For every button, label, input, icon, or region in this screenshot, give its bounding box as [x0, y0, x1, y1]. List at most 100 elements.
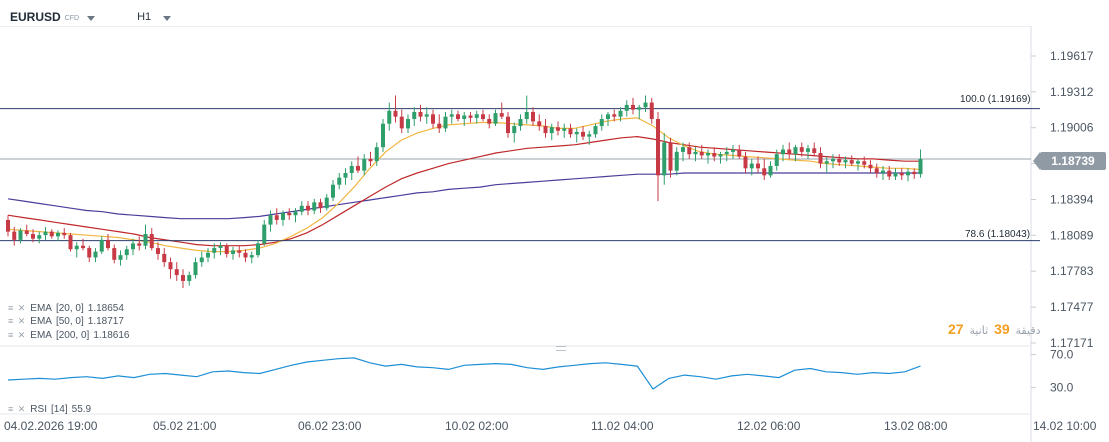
candle-body — [199, 257, 204, 263]
candle-body — [824, 161, 829, 164]
candle-body — [62, 232, 67, 236]
candle-body — [849, 160, 854, 164]
candle-body — [168, 262, 173, 270]
candle-body — [368, 158, 373, 162]
symbol-dropdown-caret-icon[interactable] — [87, 15, 96, 21]
indicator-name: EMA — [30, 330, 52, 341]
candle-body — [812, 148, 817, 154]
candle-body — [331, 184, 335, 198]
candle-body — [581, 131, 585, 137]
candle-body — [56, 232, 60, 237]
candle-body — [12, 231, 17, 240]
candle-body — [668, 142, 673, 171]
legend-ema-200[interactable]: ≡ ✕ EMA [200, 0] 1.18616 — [8, 330, 129, 341]
candle-body — [587, 134, 592, 137]
candle-body — [781, 149, 785, 155]
price-tick-label: 1.17477 — [1050, 300, 1094, 314]
candle-body — [381, 123, 385, 148]
candle-body — [637, 107, 642, 110]
settings-icon[interactable]: ≡ ✕ — [8, 316, 27, 326]
symbol-name[interactable]: EURUSD — [10, 10, 61, 24]
legend-ema-50[interactable]: ≡ ✕ EMA [50, 0] 1.18717 — [8, 316, 124, 327]
candle-body — [687, 147, 692, 155]
time-label: 04.02.2026 19:00 — [4, 419, 98, 433]
candle-body — [324, 197, 329, 209]
candle-body — [706, 153, 710, 156]
candle-body — [868, 164, 873, 169]
candle-body — [187, 275, 192, 281]
indicator-params: [20, 0] — [55, 303, 84, 314]
ema-200-line — [7, 172, 921, 220]
indicator-params: [200, 0] — [55, 330, 90, 341]
candle-body — [149, 233, 154, 249]
indicator-params: [50, 0] — [55, 316, 84, 327]
candle-body — [362, 158, 367, 171]
candle-body — [374, 147, 379, 162]
candle-body — [262, 224, 267, 244]
indicator-value: 55.9 — [71, 404, 92, 415]
panel-resize-handle[interactable] — [556, 346, 566, 351]
candle-body — [549, 127, 554, 134]
candle-body — [506, 116, 510, 134]
grid-lines — [0, 26, 1032, 442]
settings-icon[interactable]: ≡ ✕ — [8, 303, 27, 313]
rsi-level-label: 70.0 — [1050, 348, 1074, 362]
current-price-tag: 1.18739 — [1033, 152, 1106, 170]
candle-body — [406, 119, 410, 129]
candle-body — [537, 121, 542, 127]
price-tick-label: 1.18089 — [1050, 228, 1094, 242]
indicator-value: 1.18654 — [87, 303, 124, 314]
candle-body — [787, 149, 792, 155]
price-tick-label: 1.19312 — [1050, 85, 1094, 99]
candle-body — [524, 111, 529, 120]
candle-body — [437, 123, 442, 129]
price-tick-label: 1.19006 — [1050, 121, 1094, 135]
candle-body — [818, 153, 823, 164]
candle-body — [6, 219, 10, 232]
timeframe-dropdown-caret-icon[interactable] — [163, 15, 172, 21]
candle-body — [887, 170, 892, 177]
indicator-params: [14] — [50, 404, 68, 415]
indicator-value: 1.18717 — [87, 316, 124, 327]
candle-body — [162, 253, 167, 263]
candle-body — [643, 102, 648, 108]
candle-body — [806, 148, 810, 152]
candle-body — [93, 251, 98, 258]
candle-body — [356, 165, 360, 171]
rsi-level-label: 30.0 — [1050, 380, 1074, 394]
candlestick-series — [6, 95, 923, 288]
candle-body — [906, 171, 910, 176]
candle-body — [874, 168, 879, 173]
settings-icon[interactable]: ≡ ✕ — [8, 404, 27, 414]
countdown-separator: دقيقة — [1015, 325, 1041, 337]
candle-body — [462, 115, 467, 120]
candle-body — [793, 147, 798, 155]
candle-body — [799, 147, 804, 152]
candle-body — [118, 255, 123, 260]
fibonacci-levels[interactable] — [0, 108, 1040, 242]
candle-body — [674, 151, 679, 171]
candle-body — [43, 231, 48, 236]
candle-body — [231, 250, 235, 254]
timeframe-selector[interactable]: H1 — [137, 11, 152, 23]
candle-body — [387, 110, 392, 124]
candle-body — [37, 235, 42, 239]
legend-rsi[interactable]: ≡ ✕ RSI [14] 55.9 — [8, 404, 91, 415]
candle-body — [843, 160, 848, 163]
candle-body — [268, 215, 273, 225]
candle-body — [487, 119, 492, 124]
candle-body — [318, 202, 323, 209]
candle-body — [681, 147, 685, 152]
candle-body — [174, 269, 179, 276]
candle-body — [699, 151, 704, 156]
candle-body — [493, 113, 498, 124]
candle-body — [768, 165, 773, 176]
candle-body — [606, 114, 610, 120]
candle-body — [856, 161, 860, 164]
settings-icon[interactable]: ≡ ✕ — [8, 330, 27, 340]
chart-toolbar: EURUSD CFD H1 — [0, 0, 1040, 34]
legend-ema-20[interactable]: ≡ ✕ EMA [20, 0] 1.18654 — [8, 303, 124, 314]
candle-body — [612, 114, 617, 117]
ema20-path — [7, 117, 921, 253]
